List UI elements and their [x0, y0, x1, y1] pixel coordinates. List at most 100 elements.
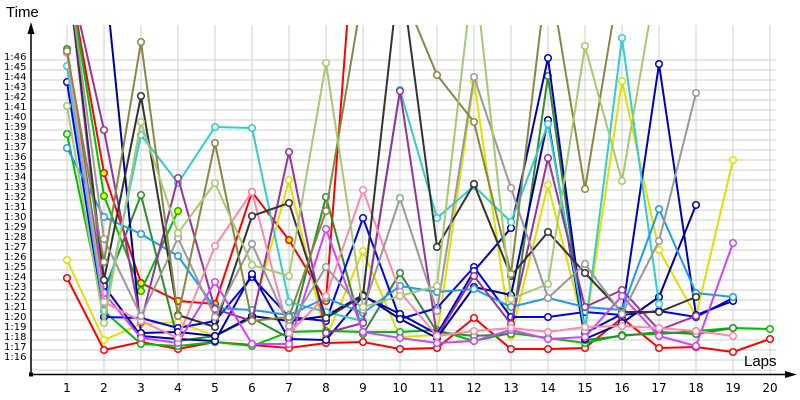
- data-point-marker: [247, 269, 257, 279]
- data-point-marker: [210, 312, 220, 322]
- data-point-marker: [617, 309, 627, 319]
- series-olive: [62, 25, 614, 326]
- data-point-marker: [506, 294, 516, 304]
- series-line: [73, 25, 697, 327]
- data-point-marker: [617, 321, 627, 331]
- data-point-marker: [506, 344, 516, 354]
- y-tick-label: 1:19: [4, 322, 26, 333]
- data-point-marker: [210, 122, 220, 132]
- series-line: [79, 25, 697, 337]
- data-point-marker: [136, 37, 146, 47]
- data-point-marker: [284, 297, 294, 307]
- y-tick-label: 1:27: [4, 242, 26, 253]
- y-tick-label: 1:45: [4, 62, 26, 73]
- series-line: [66, 277, 771, 353]
- data-point-marker: [136, 286, 146, 296]
- y-tick-label: 1:23: [4, 282, 26, 293]
- series-line: [72, 25, 697, 328]
- y-tick-label: 1:17: [4, 342, 26, 353]
- data-point-marker: [173, 251, 183, 261]
- series-line: [66, 25, 614, 322]
- data-point-marker: [617, 331, 627, 341]
- y-tick-label: 1:16: [4, 352, 26, 363]
- data-point-marker: [210, 241, 220, 251]
- data-point-marker: [580, 322, 590, 332]
- data-point-marker: [469, 336, 479, 346]
- series-magenta: [72, 25, 738, 351]
- y-tick-label: 1:46: [4, 52, 26, 63]
- y-tick-label: 1:42: [4, 92, 26, 103]
- y-tick-label: 1:24: [4, 272, 26, 283]
- data-point-marker: [395, 193, 405, 203]
- data-point-marker: [284, 147, 294, 157]
- x-tick-label: 13: [503, 381, 518, 395]
- data-point-marker: [728, 238, 738, 248]
- x-tick-label: 3: [137, 381, 145, 395]
- data-point-marker: [395, 291, 405, 301]
- data-point-marker: [432, 70, 442, 80]
- data-point-marker: [728, 155, 738, 165]
- y-tick-label: 1:39: [4, 122, 26, 133]
- data-point-marker: [358, 337, 368, 347]
- data-point-marker: [62, 143, 72, 153]
- y-tick-label: 1:33: [4, 182, 26, 193]
- data-point-marker: [617, 76, 627, 86]
- data-point-marker: [543, 293, 553, 303]
- data-point-marker: [210, 138, 220, 148]
- data-point-marker: [432, 331, 442, 341]
- data-point-marker: [432, 306, 442, 316]
- x-tick-label: 1: [63, 381, 71, 395]
- data-point-marker: [99, 345, 109, 355]
- data-point-marker: [321, 291, 331, 301]
- data-point-marker: [136, 229, 146, 239]
- data-point-marker: [247, 239, 257, 249]
- data-point-marker: [210, 277, 220, 287]
- data-point-marker: [543, 153, 553, 163]
- data-point-marker: [395, 314, 405, 324]
- y-tick-label: 1:35: [4, 162, 26, 173]
- data-point-marker: [617, 176, 627, 186]
- data-point-marker: [654, 204, 664, 214]
- y-axis-arrow-icon: [27, 22, 35, 34]
- data-point-marker: [321, 335, 331, 345]
- y-tick-label: 1:38: [4, 132, 26, 143]
- data-point-marker: [395, 344, 405, 354]
- x-axis-title: Laps: [744, 353, 777, 370]
- data-point-marker: [321, 224, 331, 234]
- data-point-marker: [99, 257, 109, 267]
- data-point-marker: [691, 311, 701, 321]
- data-point-marker: [247, 211, 257, 221]
- data-point-marker: [62, 273, 72, 283]
- data-point-marker: [321, 262, 331, 272]
- data-point-marker: [136, 117, 146, 127]
- data-point-marker: [284, 339, 294, 349]
- data-point-marker: [469, 326, 479, 336]
- data-point-marker: [284, 198, 294, 208]
- data-point-marker: [99, 275, 109, 285]
- data-point-marker: [580, 259, 590, 269]
- y-tick-labels: 1:161:171:181:191:201:211:221:231:241:25…: [4, 52, 26, 363]
- data-point-marker: [62, 101, 72, 111]
- data-point-marker: [284, 175, 294, 185]
- data-point-marker: [469, 117, 479, 127]
- y-tick-label: 1:26: [4, 252, 26, 263]
- data-point-marker: [654, 245, 664, 255]
- x-tick-label: 8: [322, 381, 330, 395]
- y-tick-label: 1:36: [4, 152, 26, 163]
- data-point-marker: [506, 323, 516, 333]
- data-point-marker: [136, 333, 146, 343]
- data-point-marker: [691, 326, 701, 336]
- y-tick-label: 1:20: [4, 312, 26, 323]
- y-tick-label: 1:43: [4, 82, 26, 93]
- data-point-marker: [99, 318, 109, 328]
- data-point-marker: [617, 291, 627, 301]
- data-point-marker: [358, 327, 368, 337]
- data-point-marker: [62, 129, 72, 139]
- data-series: [62, 25, 775, 357]
- y-tick-label: 1:29: [4, 222, 26, 233]
- data-point-marker: [358, 246, 368, 256]
- data-point-marker: [136, 91, 146, 101]
- data-point-marker: [691, 292, 701, 302]
- data-point-marker: [654, 299, 664, 309]
- data-point-marker: [173, 311, 183, 321]
